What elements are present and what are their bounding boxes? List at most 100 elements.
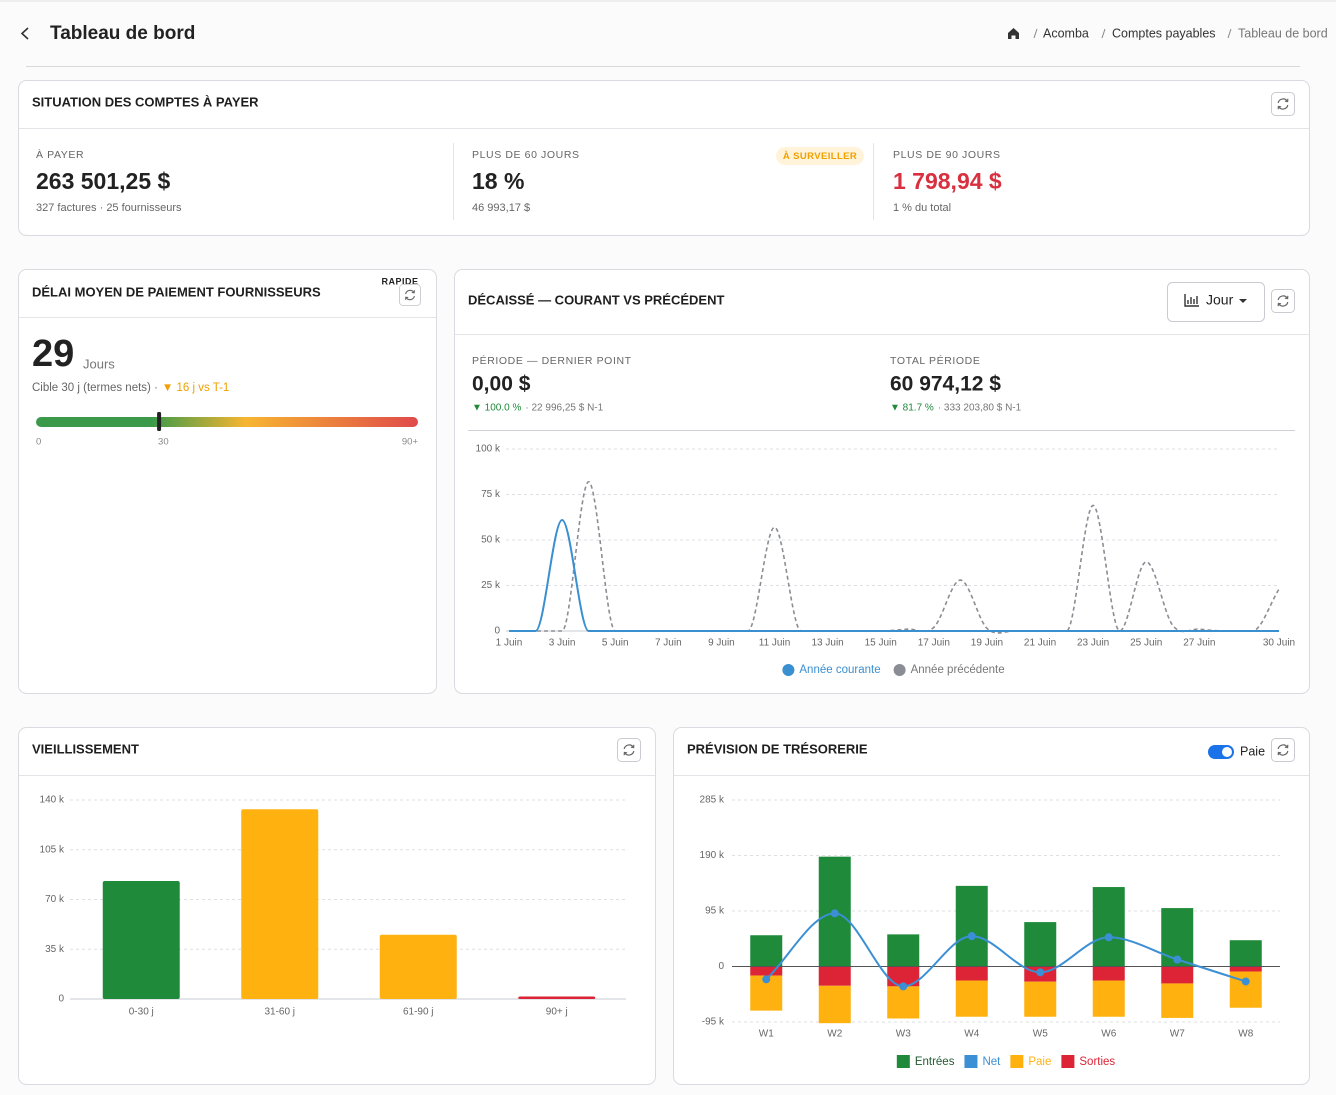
- x-tick-label: 5 Juin: [602, 638, 629, 649]
- back-button[interactable]: [20, 27, 29, 40]
- badge-text: À SURVEILLER: [783, 151, 857, 162]
- breadcrumb-link[interactable]: Acomba: [1043, 26, 1089, 40]
- x-tick-label: W6: [1101, 1029, 1116, 1040]
- line-series: [508, 519, 1279, 633]
- toggle-knob: [1222, 747, 1232, 757]
- metric-value: 29: [32, 333, 74, 375]
- refresh-button[interactable]: [1271, 738, 1295, 762]
- kpi-label: À PAYER: [36, 148, 84, 161]
- x-tick-label: 9 Juin: [708, 638, 735, 649]
- bar-segment: [887, 966, 920, 987]
- metric-target: Cible 30 j (termes nets) ·: [32, 382, 158, 394]
- line-point: [1104, 933, 1113, 942]
- gauge-track: [36, 417, 418, 427]
- bar: [518, 996, 596, 999]
- x-tick-label: 23 Juin: [1077, 638, 1109, 649]
- home-icon[interactable]: [1008, 28, 1019, 39]
- page-title: Tableau de bord: [50, 23, 195, 44]
- x-tick-label: W5: [1033, 1029, 1048, 1040]
- bar-segment: [1024, 981, 1057, 1017]
- kpi-previous: · 333 203,80 $ N-1: [938, 403, 1022, 414]
- toggle-label[interactable]: Paie: [1240, 744, 1265, 758]
- metric-trend: ▼ 16 j vs T-1: [162, 382, 229, 394]
- bar-segment: [955, 980, 988, 1017]
- refresh-button[interactable]: [617, 738, 641, 762]
- kpi-value: 263 501,25 $: [36, 168, 171, 194]
- line-point: [762, 975, 771, 984]
- y-tick-label: -95 k: [702, 1017, 725, 1028]
- kpi-previous: · 22 996,25 $ N-1: [525, 403, 603, 414]
- legend-label: Année courante: [799, 664, 880, 676]
- x-tick-label: 27 Juin: [1183, 638, 1215, 649]
- kpi-label: TOTAL PÉRIODE: [890, 354, 980, 367]
- bar-segment: [1092, 966, 1125, 981]
- legend-label: Paie: [1028, 1056, 1051, 1068]
- bar: [379, 934, 457, 999]
- y-tick-label: 25 k: [481, 580, 501, 591]
- bar-segment: [1161, 983, 1194, 1018]
- bar-segment: [818, 966, 851, 986]
- kpi-detail: 46 993,17 $: [472, 202, 530, 214]
- chart-icon: [1184, 294, 1199, 307]
- x-tick-label: 21 Juin: [1024, 638, 1056, 649]
- x-tick-label: W7: [1170, 1029, 1185, 1040]
- bar-segment: [955, 966, 988, 981]
- legend-marker: [1010, 1055, 1024, 1068]
- breadcrumb-separators: [1033, 28, 1232, 39]
- bar-segment: [750, 935, 783, 967]
- card-title: DÉLAI MOYEN DE PAIEMENT FOURNISSEURS: [32, 284, 321, 299]
- bar-segment: [1229, 940, 1262, 967]
- delai-card: [18, 269, 437, 694]
- x-tick-label: 7 Juin: [655, 638, 682, 649]
- x-tick-label: 31-60 j: [264, 1007, 295, 1018]
- x-tick-label: 13 Juin: [811, 638, 843, 649]
- refresh-button[interactable]: [1271, 92, 1295, 116]
- legend-marker: [893, 664, 906, 676]
- kpi-detail: 327 factures · 25 fournisseurs: [36, 202, 182, 214]
- x-tick-label: W8: [1238, 1029, 1253, 1040]
- metric-unit: Jours: [83, 356, 115, 371]
- card-title: SITUATION DES COMPTES À PAYER: [32, 94, 259, 109]
- y-tick-label: 95 k: [705, 906, 725, 917]
- y-tick-label: 50 k: [481, 535, 501, 546]
- y-tick-label: 100 k: [476, 444, 501, 455]
- y-tick-label: 0: [718, 961, 724, 972]
- x-tick-label: 11 Juin: [759, 638, 791, 649]
- bar-segment: [1161, 966, 1194, 984]
- bar-segment: [818, 985, 851, 1024]
- breadcrumb-current: Tableau de bord: [1238, 26, 1328, 40]
- bar-segment: [955, 885, 988, 967]
- card-title: DÉCAISSÉ — COURANT VS PRÉCÉDENT: [468, 292, 724, 307]
- refresh-button[interactable]: [399, 284, 421, 306]
- x-tick-label: 15 Juin: [865, 638, 897, 649]
- card-title: PRÉVISION DE TRÉSORERIE: [687, 741, 868, 756]
- kpi-change: ▼ 81.7 %: [890, 403, 934, 414]
- legend-marker: [782, 664, 795, 676]
- period-button-label[interactable]: Jour: [1206, 292, 1234, 308]
- line-point: [1036, 968, 1045, 977]
- kpi-value: 1 798,94 $: [893, 168, 1002, 194]
- y-tick-label: 190 k: [700, 850, 725, 861]
- y-tick-label: 105 k: [40, 844, 65, 855]
- kpi-label: PÉRIODE — DERNIER POINT: [472, 354, 632, 367]
- bar-segment: [887, 986, 920, 1019]
- x-tick-label: W3: [896, 1029, 911, 1040]
- legend-label: Entrées: [915, 1056, 955, 1068]
- breadcrumb-link[interactable]: Comptes payables: [1112, 26, 1216, 40]
- badge: [776, 147, 864, 165]
- period-button[interactable]: [1167, 282, 1265, 322]
- legend-label: Année précédente: [911, 664, 1005, 676]
- x-tick-label: 17 Juin: [918, 638, 950, 649]
- legend-label: Net: [982, 1056, 1001, 1068]
- x-tick-label: 30 Juin: [1263, 638, 1295, 649]
- legend-marker: [964, 1055, 978, 1068]
- refresh-button[interactable]: [1271, 289, 1295, 313]
- x-tick-label: W4: [964, 1029, 979, 1040]
- kpi-detail: 1 % du total: [893, 202, 951, 214]
- gauge-tick-label: 0: [36, 437, 41, 448]
- line-point: [830, 909, 839, 918]
- y-tick-label: 75 k: [481, 489, 501, 500]
- gauge-tick-label: 90+: [402, 437, 419, 448]
- kpi-change: ▼ 100.0 %: [472, 403, 521, 414]
